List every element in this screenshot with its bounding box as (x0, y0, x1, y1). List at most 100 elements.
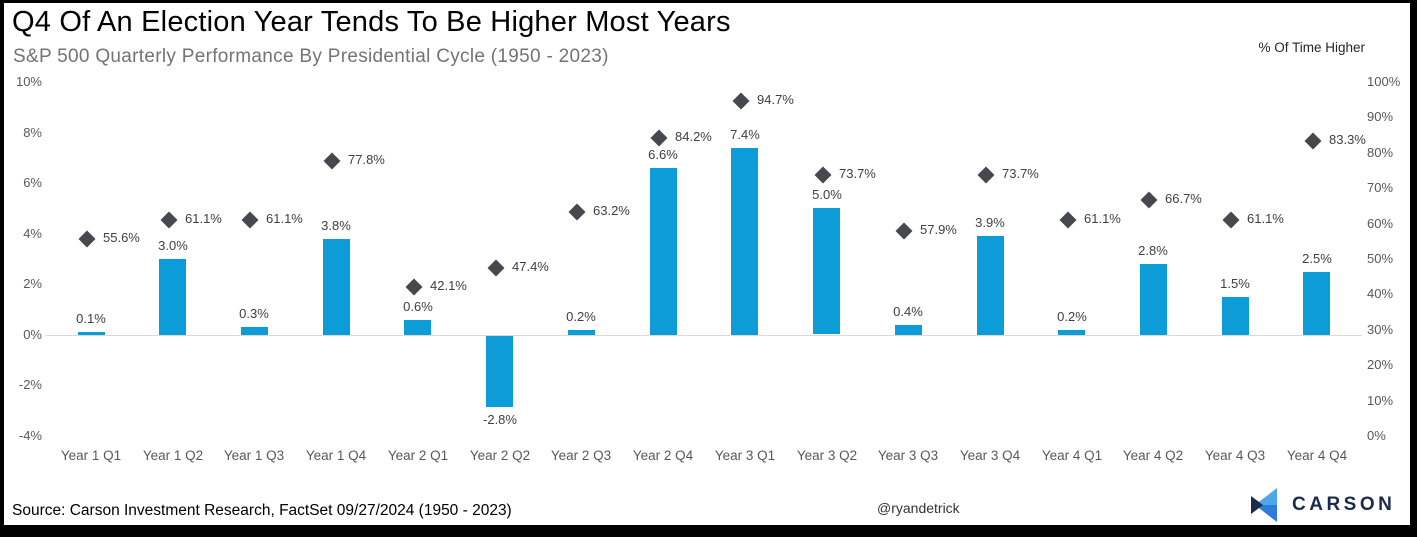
bar (1222, 297, 1249, 335)
pct-higher-diamond (650, 129, 668, 147)
pct-higher-diamond (895, 222, 913, 240)
carson-logo: CARSON (1248, 487, 1395, 523)
pct-higher-label: 66.7% (1165, 191, 1202, 206)
right-axis-title: % Of Time Higher (1258, 40, 1365, 55)
bar-value-label: 3.9% (975, 215, 1005, 230)
y-axis-tick-left: 2% (23, 276, 42, 291)
bar (78, 332, 105, 335)
bar (1140, 264, 1167, 335)
bar-value-label: 0.2% (566, 309, 596, 324)
bar (241, 327, 268, 335)
pct-higher-label: 77.8% (348, 152, 385, 167)
x-axis-label: Year 1 Q2 (142, 448, 204, 463)
bar (813, 208, 840, 334)
bar (404, 320, 431, 335)
bar (1303, 272, 1330, 335)
x-axis-label: Year 1 Q1 (60, 448, 122, 463)
source-note: Source: Carson Investment Research, Fact… (12, 502, 512, 519)
y-axis-tick-right: 40% (1367, 286, 1394, 301)
x-axis-label: Year 1 Q3 (223, 448, 285, 463)
bar (1058, 330, 1085, 335)
y-axis-tick-left: -4% (18, 428, 42, 443)
bar (568, 330, 595, 335)
bar-value-label: 3.0% (158, 238, 188, 253)
y-axis-tick-left: 6% (23, 175, 42, 190)
pct-higher-label: 42.1% (430, 278, 467, 293)
y-axis-tick-right: 70% (1367, 180, 1394, 195)
y-axis-tick-right: 20% (1367, 357, 1394, 372)
y-axis-tick-right: 80% (1367, 145, 1394, 160)
bar-value-label: 0.6% (403, 299, 433, 314)
pct-higher-label: 61.1% (1247, 211, 1284, 226)
zero-gridline (46, 335, 1362, 336)
x-axis-label: Year 2 Q4 (632, 448, 694, 463)
bar-value-label: 6.6% (648, 147, 678, 162)
bar-value-label: 7.4% (730, 127, 760, 142)
bar (977, 236, 1004, 335)
bar (323, 239, 350, 335)
x-axis-label: Year 3 Q1 (714, 448, 776, 463)
bar (895, 325, 922, 335)
pct-higher-label: 47.4% (512, 259, 549, 274)
bar (159, 259, 186, 335)
x-axis-label: Year 3 Q2 (796, 448, 858, 463)
x-axis-label: Year 1 Q4 (305, 448, 367, 463)
pct-higher-diamond (1059, 211, 1077, 229)
x-axis-label: Year 4 Q4 (1286, 448, 1348, 463)
pct-higher-diamond (814, 166, 832, 184)
y-axis-tick-left: -2% (18, 377, 42, 392)
x-axis-label: Year 3 Q4 (959, 448, 1021, 463)
bar-value-label: 5.0% (812, 187, 842, 202)
frame-edge-top (0, 0, 1417, 3)
pct-higher-diamond (977, 166, 995, 184)
y-axis-tick-left: 4% (23, 226, 42, 241)
pct-higher-label: 73.7% (1002, 166, 1039, 181)
bar-value-label: 1.5% (1220, 276, 1250, 291)
bar (650, 168, 677, 335)
y-axis-tick-right: 50% (1367, 251, 1394, 266)
pct-higher-diamond (241, 211, 259, 229)
x-axis-label: Year 4 Q2 (1122, 448, 1184, 463)
pct-higher-label: 55.6% (103, 230, 140, 245)
y-axis-tick-left: 10% (15, 74, 42, 89)
pct-higher-label: 84.2% (675, 129, 712, 144)
pct-higher-diamond (1140, 191, 1158, 209)
pct-higher-label: 61.1% (185, 211, 222, 226)
y-axis-tick-right: 10% (1367, 393, 1394, 408)
x-axis-label: Year 3 Q3 (877, 448, 939, 463)
y-axis-tick-left: 0% (23, 327, 42, 342)
pct-higher-diamond (1304, 132, 1322, 150)
bar (486, 336, 513, 407)
bar-value-label: 3.8% (321, 218, 351, 233)
bar-value-label: 0.1% (76, 311, 106, 326)
pct-higher-label: 61.1% (1084, 211, 1121, 226)
pct-higher-diamond (405, 278, 423, 296)
x-axis-label: Year 2 Q1 (387, 448, 449, 463)
pct-higher-diamond (568, 203, 586, 221)
y-axis-tick-right: 60% (1367, 216, 1394, 231)
author-handle: @ryandetrick (877, 500, 960, 516)
y-axis-tick-right: 90% (1367, 109, 1394, 124)
pct-higher-label: 94.7% (757, 92, 794, 107)
bar-value-label: -2.8% (483, 412, 517, 427)
page-title: Q4 Of An Election Year Tends To Be Highe… (12, 6, 731, 38)
pct-higher-label: 61.1% (266, 211, 303, 226)
y-axis-tick-left: 8% (23, 125, 42, 140)
pct-higher-diamond (78, 230, 96, 248)
x-axis-label: Year 4 Q1 (1041, 448, 1103, 463)
x-axis-label: Year 2 Q3 (550, 448, 612, 463)
pct-higher-diamond (160, 211, 178, 229)
chart-subtitle: S&P 500 Quarterly Performance By Preside… (13, 46, 609, 67)
y-axis-tick-right: 30% (1367, 322, 1394, 337)
pct-higher-label: 73.7% (839, 166, 876, 181)
frame-edge-right (1410, 0, 1417, 537)
bar-value-label: 0.3% (239, 306, 269, 321)
bar-value-label: 0.4% (893, 304, 923, 319)
bar (731, 148, 758, 335)
x-axis-label: Year 4 Q3 (1204, 448, 1266, 463)
carson-logo-icon (1251, 488, 1277, 522)
pct-higher-diamond (1222, 211, 1240, 229)
pct-higher-label: 63.2% (593, 203, 630, 218)
